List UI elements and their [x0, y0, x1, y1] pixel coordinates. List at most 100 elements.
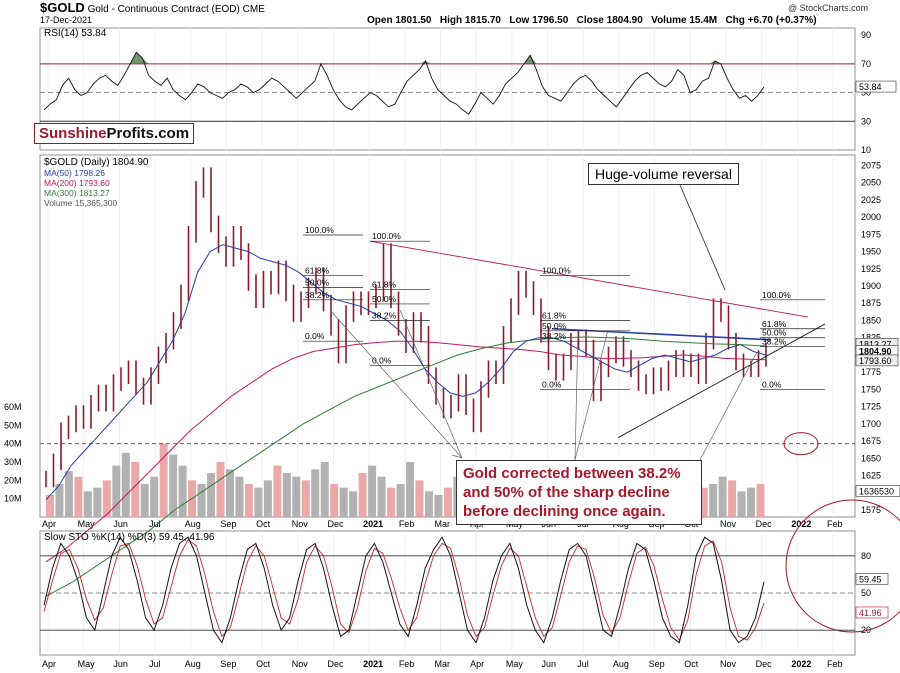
fib-level-label: 0.0%: [762, 379, 782, 389]
rsi-y-tick: 70: [861, 59, 871, 69]
support-trendline: [618, 324, 825, 438]
fib-level-label: 61.8%: [542, 310, 567, 320]
x-tick-label: Aug: [185, 519, 201, 529]
x-tick-label: Feb: [827, 519, 843, 529]
price-last-value: 1793.60: [859, 356, 892, 366]
fib-level-label: 50.0%: [372, 294, 397, 304]
sto-k-line: [44, 537, 764, 642]
volume-bar: [330, 484, 338, 517]
legend-volume: Volume 15,365,300: [44, 198, 149, 208]
volume-bar: [321, 462, 329, 517]
instrument-name: Gold - Continuous Contract (EOD): [88, 4, 240, 15]
x-tick-label: May: [78, 659, 96, 669]
x-tick-label: Feb: [827, 659, 843, 669]
x-tick-label: 2021: [363, 659, 383, 669]
price-y-tick: 1575: [861, 505, 881, 515]
price-y-tick: 1650: [861, 453, 881, 463]
volume-y-tick: 20M: [4, 475, 22, 485]
fib-level-label: 100.0%: [762, 290, 791, 300]
fib-level-label: 38.2%: [305, 290, 330, 300]
fib-level-label: 0.0%: [305, 331, 325, 341]
volume-bar: [719, 477, 727, 517]
x-tick-label: Feb: [399, 519, 415, 529]
price-y-tick: 1700: [861, 419, 881, 429]
fib-level-label: 38.2%: [542, 331, 567, 341]
volume-bar: [349, 491, 357, 517]
x-tick-label: Jun: [113, 519, 128, 529]
x-tick-label: Oct: [256, 519, 271, 529]
brand-logo: SunshineProfits.com: [34, 123, 194, 144]
price-y-tick: 1775: [861, 367, 881, 377]
x-tick-label: May: [506, 659, 524, 669]
volume-bar: [302, 480, 310, 517]
x-tick-label: Feb: [399, 659, 415, 669]
volume-bar: [264, 480, 272, 517]
price-legend: $GOLD (Daily) 1804.90 MA(50) 1798.26 MA(…: [44, 158, 149, 208]
volume-bar: [292, 477, 300, 517]
x-tick-label: Sep: [220, 659, 236, 669]
x-tick-label: Mar: [435, 519, 451, 529]
fib-level-label: 50.0%: [305, 277, 330, 287]
fib-level-label: 0.0%: [542, 379, 562, 389]
rsi-last-value: 53.84: [859, 82, 882, 92]
volume-bar: [425, 491, 433, 517]
resistance-trendline: [370, 241, 808, 317]
symbol: $GOLD: [40, 0, 85, 15]
volume-bar: [397, 484, 405, 517]
x-tick-label: May: [78, 519, 96, 529]
volume-bar: [311, 469, 319, 517]
watermark: @ StockCharts.com: [788, 3, 868, 13]
legend-ma50: MA(50) 1798.26: [44, 168, 149, 178]
sto-y-tick: 80: [861, 551, 871, 561]
volume-y-tick: 40M: [4, 439, 22, 449]
fib-level-label: 100.0%: [372, 231, 401, 241]
volume-bar: [757, 484, 765, 517]
change-value: +6.70 (+0.37%): [748, 15, 817, 26]
reversal-callout: Huge-volume reversal: [588, 163, 739, 185]
sto-last-value: 41.96: [859, 608, 882, 618]
volume-bar: [226, 469, 234, 517]
fib-level-label: 50.0%: [542, 321, 567, 331]
volume-bar: [74, 477, 82, 517]
x-tick-label: Dec: [327, 519, 344, 529]
fib-level-label: 61.8%: [305, 266, 330, 276]
legend-ma200: MA(200) 1793.60: [44, 178, 149, 188]
legend-price: $GOLD (Daily) 1804.90: [44, 158, 149, 168]
x-tick-label: Jul: [149, 659, 161, 669]
x-tick-label: Dec: [327, 659, 344, 669]
rsi-y-tick: 30: [861, 116, 871, 126]
price-y-tick: 1750: [861, 384, 881, 394]
x-tick-label: Sep: [220, 519, 236, 529]
fib-level-label: 38.2%: [762, 337, 787, 347]
x-tick-label: Nov: [720, 659, 737, 669]
volume-bar: [283, 473, 291, 517]
price-y-tick: 2000: [861, 212, 881, 222]
volume-bar: [131, 462, 139, 517]
volume-bar: [387, 488, 395, 517]
volume-bar: [198, 484, 206, 517]
x-tick-label: Apr: [42, 519, 56, 529]
x-tick-label: Mar: [435, 659, 451, 669]
price-y-tick: 2050: [861, 178, 881, 188]
volume-bar: [273, 466, 281, 517]
x-tick-label: Jun: [542, 659, 557, 669]
brand-part2: Profits.com: [107, 125, 190, 142]
close-value: 1804.90: [607, 15, 643, 26]
x-tick-label: Jul: [149, 519, 161, 529]
volume-bar: [368, 466, 376, 517]
volume-bar: [245, 484, 253, 517]
volume-bar: [738, 491, 746, 517]
rsi-line: [44, 52, 764, 114]
volume-bar: [747, 488, 755, 517]
reversal-pointer: [680, 185, 725, 290]
volume-bar: [709, 484, 717, 517]
volume-value: 15.4M: [689, 15, 717, 26]
correction-pointer: [330, 310, 462, 458]
rsi-y-tick: 10: [861, 145, 871, 155]
correction-callout: Gold corrected between 38.2% and 50% of …: [456, 460, 702, 525]
volume-bar: [141, 484, 149, 517]
volume-bar: [150, 477, 158, 517]
x-tick-label: Jun: [113, 659, 128, 669]
high-value: 1815.70: [465, 15, 501, 26]
x-tick-label: Oct: [256, 659, 271, 669]
